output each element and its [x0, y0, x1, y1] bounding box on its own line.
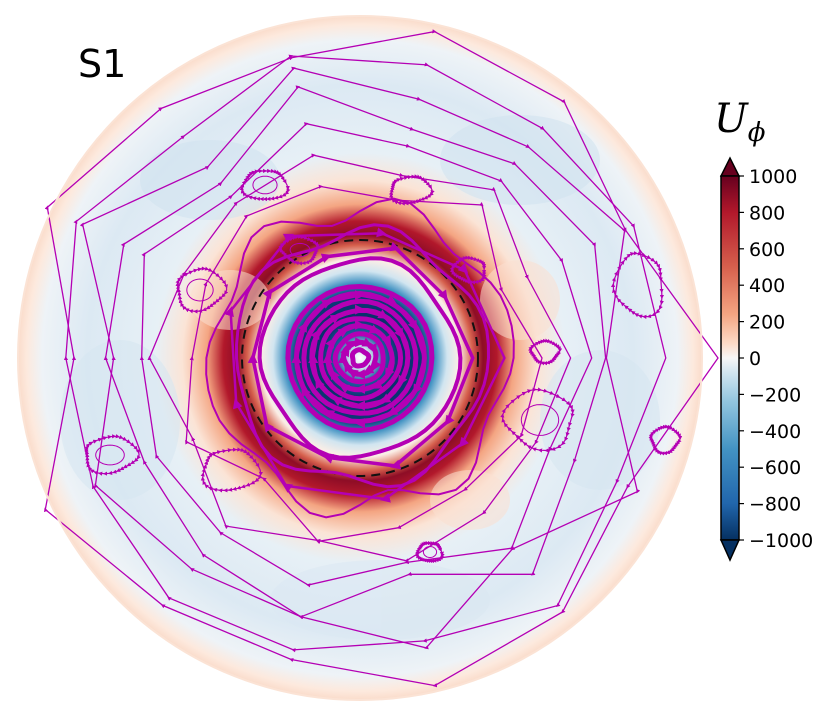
colorbar-tick-label: −400 — [749, 421, 801, 443]
colorbar-tick-label: −200 — [749, 384, 801, 406]
streamline — [500, 387, 575, 453]
panel-label: S1 — [78, 42, 127, 86]
streamline — [175, 266, 229, 314]
colorbar-tick-label: −600 — [749, 457, 801, 479]
colorbar-extend-min — [719, 539, 741, 562]
colorbar-tick-label: 400 — [749, 275, 785, 297]
streamline — [422, 545, 438, 559]
streamlines — [44, 29, 719, 688]
streamline — [186, 278, 214, 302]
streamline — [648, 424, 683, 456]
streamline — [610, 251, 665, 319]
colorbar-tick-label: −1000 — [749, 530, 813, 552]
colorbar: 1000 800 600 400 200 0 −200 −400 −600 −800 −1000 — [719, 156, 813, 562]
colorbar-tick-label: 600 — [749, 239, 785, 261]
streamline — [200, 447, 264, 493]
disk-edge — [17, 15, 703, 701]
streamline — [520, 404, 560, 436]
streamline — [278, 234, 321, 266]
streamline — [449, 255, 487, 285]
colorbar-tick-label: −800 — [749, 494, 801, 516]
colorbar-ticks: 1000 800 600 400 200 0 −200 −400 −600 −800 −1000 — [739, 166, 813, 552]
colorbar-tick-label: 0 — [749, 348, 761, 370]
colorbar-title-sub: ϕ — [747, 118, 766, 148]
streamline — [95, 444, 125, 466]
streamline — [252, 175, 278, 195]
colorbar-tick-label: 1000 — [749, 166, 797, 188]
colorbar-tick-label: 200 — [749, 312, 785, 334]
colorbar-body — [720, 175, 740, 541]
streamline — [44, 29, 719, 688]
colorbar-title: Uϕ — [714, 96, 765, 148]
colorbar-tick-label: 800 — [749, 202, 785, 224]
streamline — [84, 434, 141, 476]
streamline — [528, 338, 563, 366]
colorbar-extend-max — [719, 156, 741, 177]
streamline — [414, 541, 445, 564]
streamline — [388, 174, 435, 206]
streamline — [239, 168, 291, 202]
colorbar-title-main: U — [714, 96, 748, 142]
streamline — [289, 242, 311, 258]
